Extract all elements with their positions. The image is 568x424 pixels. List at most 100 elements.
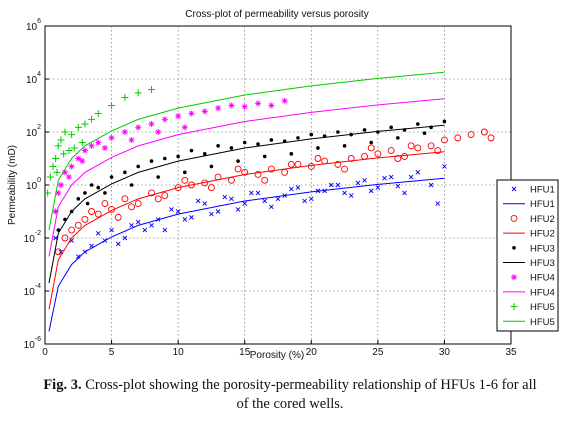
data-point-hfu2 [181, 176, 189, 184]
data-point-hfu4 [155, 129, 162, 135]
data-point-hfu1 [295, 185, 301, 190]
data-point-hfu1 [189, 215, 194, 220]
data-point-hfu1 [368, 188, 374, 194]
data-point-hfu2 [207, 184, 215, 192]
data-point-hfu2 [94, 210, 102, 218]
data-point-hfu4 [281, 97, 288, 104]
legend-label: HFU5 [530, 302, 555, 313]
data-point-hfu5 [65, 147, 73, 155]
y-tick-label: 10-2 [24, 230, 41, 245]
data-point-hfu2 [387, 147, 395, 154]
x-tick-label: 15 [239, 347, 251, 358]
data-point-hfu1 [122, 235, 128, 241]
data-point-hfu3 [342, 144, 347, 148]
legend-swatch [512, 246, 516, 250]
data-point-hfu4 [128, 136, 135, 143]
data-point-hfu5 [94, 109, 102, 117]
data-point-hfu1 [142, 227, 148, 233]
data-point-hfu5 [52, 155, 60, 162]
data-point-hfu3 [442, 119, 447, 124]
data-point-hfu2 [347, 155, 355, 162]
data-point-hfu5 [70, 144, 78, 152]
data-point-hfu5 [46, 173, 54, 181]
data-point-hfu2 [81, 216, 89, 223]
trend-line-hfu2 [48, 151, 445, 310]
data-point-hfu4 [95, 139, 102, 146]
y-tick-label: 104 [26, 71, 41, 86]
legend-entry: HFU3 [512, 243, 555, 254]
data-point-hfu1 [169, 207, 174, 212]
y-tick-label: 10-6 [24, 336, 41, 351]
legend-entry: HFU2 [510, 214, 555, 225]
data-point-hfu1 [428, 182, 434, 188]
data-point-hfu4 [108, 134, 115, 141]
data-point-hfu1 [149, 223, 154, 228]
y-tick-label: 10-4 [24, 283, 41, 298]
data-point-hfu4 [215, 105, 222, 112]
data-point-hfu1 [335, 182, 341, 188]
data-point-hfu1 [362, 178, 367, 183]
legend-entry: HFU4 [511, 273, 555, 284]
data-point-hfu1 [382, 175, 387, 181]
data-point-hfu3 [389, 125, 393, 130]
data-point-hfu1 [395, 183, 401, 189]
data-point-hfu3 [369, 140, 374, 145]
legend-label: HFU4 [530, 287, 555, 298]
data-point-hfu5 [108, 102, 116, 109]
data-point-hfu1 [162, 227, 168, 233]
data-point-hfu2 [74, 221, 82, 229]
data-point-hfu2 [114, 213, 122, 221]
data-point-hfu1 [442, 164, 447, 169]
data-point-hfu1 [109, 227, 114, 233]
data-point-hfu1 [415, 170, 421, 175]
legend-swatch [511, 274, 517, 281]
legend-swatch [511, 186, 517, 192]
data-point-hfu3 [123, 170, 127, 175]
data-point-hfu1 [215, 209, 221, 214]
data-point-hfu2 [121, 195, 129, 203]
legend-swatch [510, 303, 518, 311]
data-point-hfu2 [427, 142, 435, 150]
trend-line-hfu4 [48, 98, 445, 257]
data-point-hfu2 [434, 147, 442, 154]
data-point-hfu3 [96, 185, 101, 190]
trend-line-hfu5 [48, 71, 445, 231]
data-point-hfu3 [216, 144, 220, 148]
caption-text: Cross-plot showing the porosity-permeabi… [85, 377, 537, 412]
legend-label: HFU5 [530, 317, 555, 328]
data-point-hfu3 [229, 146, 234, 150]
cross-plot-figure: Cross-plot of permeability versus porosi… [7, 9, 559, 361]
data-point-hfu3 [83, 191, 87, 195]
data-point-hfu1 [302, 198, 307, 204]
data-point-hfu2 [307, 163, 315, 170]
data-point-hfu1 [355, 180, 361, 186]
data-point-hfu3 [136, 164, 140, 169]
data-point-hfu5 [53, 168, 61, 176]
data-point-hfu3 [396, 136, 400, 140]
data-point-hfu5 [134, 89, 142, 97]
data-point-hfu4 [57, 182, 64, 188]
data-point-hfu5 [74, 123, 82, 131]
legend-entry: HFU4 [503, 287, 555, 298]
data-point-hfu1 [249, 190, 254, 196]
data-point-hfu4 [68, 163, 75, 170]
legend-label: HFU3 [530, 243, 555, 254]
grid-lines [45, 26, 511, 344]
data-point-hfu3 [89, 183, 94, 187]
data-point-hfu4 [79, 158, 86, 165]
data-point-hfu3 [149, 159, 154, 163]
data-point-hfu3 [269, 138, 274, 142]
data-point-hfu2 [174, 184, 182, 192]
legend-box [496, 179, 559, 332]
legend: HFU1 HFU1 HFU2 HFU2 HFU3 HFU3 HFU4 HFU4 HFU5 HFU5 [496, 179, 559, 332]
data-point-hfu3 [76, 197, 81, 201]
data-point-hfu1 [242, 201, 248, 206]
data-point-hfu1 [269, 204, 274, 210]
data-point-hfu1 [255, 190, 261, 196]
data-point-hfu4 [88, 142, 95, 149]
data-point-hfu2 [467, 131, 475, 139]
x-tick-label: 20 [306, 347, 318, 358]
data-point-hfu2 [267, 165, 275, 173]
y-tick-label: 100 [26, 177, 41, 192]
data-point-hfu2 [334, 160, 342, 168]
